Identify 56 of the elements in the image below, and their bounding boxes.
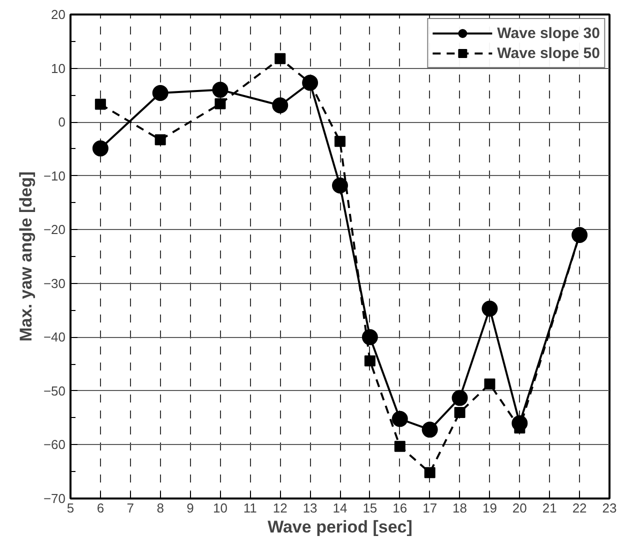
x-tick-label: 6	[96, 500, 104, 516]
x-tick-label: 21	[542, 500, 557, 516]
x-tick-label: 20	[512, 500, 527, 516]
y-tick-label: −50	[43, 383, 66, 398]
legend-label: Wave slope 30	[497, 24, 600, 42]
point	[454, 406, 466, 418]
point	[392, 410, 408, 427]
x-tick-label: 5	[66, 500, 74, 516]
y-tick-label: 20	[51, 7, 66, 22]
point	[482, 300, 498, 317]
x-tick-label: 13	[302, 500, 318, 516]
x-tick-label: 7	[126, 500, 134, 516]
point	[212, 82, 228, 98]
x-tick-label: 9	[186, 500, 194, 516]
point	[334, 136, 346, 147]
x-tick-label: 23	[602, 500, 617, 516]
point	[302, 74, 318, 91]
x-tick-label: 19	[482, 500, 497, 516]
y-tick-label: −10	[43, 168, 66, 184]
point	[484, 378, 496, 390]
point	[364, 355, 376, 366]
y-tick-label: −70	[43, 491, 66, 506]
point	[572, 227, 588, 243]
x-tick-label: 22	[572, 500, 587, 516]
y-tick-label: 0	[58, 114, 66, 130]
x-tick-label: 8	[156, 500, 164, 516]
point	[422, 422, 438, 438]
point	[214, 98, 226, 110]
legend-label: Wave slope 50	[497, 44, 600, 62]
point	[94, 98, 106, 110]
x-tick-label: 18	[452, 500, 468, 516]
y-tick-label: −30	[43, 276, 66, 291]
point	[274, 53, 286, 64]
x-tick-label: 17	[422, 500, 438, 516]
y-tick-label: −20	[43, 222, 66, 238]
point	[452, 390, 468, 406]
x-tick-label: 10	[212, 500, 228, 516]
x-axis-title: Wave period [sec]	[268, 518, 412, 536]
point	[362, 329, 378, 346]
x-tick-label: 16	[392, 500, 408, 516]
x-tick-label: 14	[332, 500, 348, 516]
point	[424, 467, 436, 478]
x-tick-label: 11	[243, 500, 257, 516]
x-tick-label: 15	[362, 500, 378, 516]
point	[332, 178, 348, 194]
point	[154, 134, 166, 146]
y-tick-label: −60	[43, 437, 66, 452]
point	[152, 85, 168, 101]
y-tick-label: −40	[43, 330, 66, 345]
point	[92, 140, 108, 156]
point	[272, 97, 288, 114]
y-tick-label: 10	[51, 60, 66, 76]
point	[394, 440, 406, 452]
point	[512, 415, 528, 432]
x-tick-label: 12	[272, 500, 288, 516]
y-axis-title: Max. yaw angle [deg]	[16, 171, 36, 342]
